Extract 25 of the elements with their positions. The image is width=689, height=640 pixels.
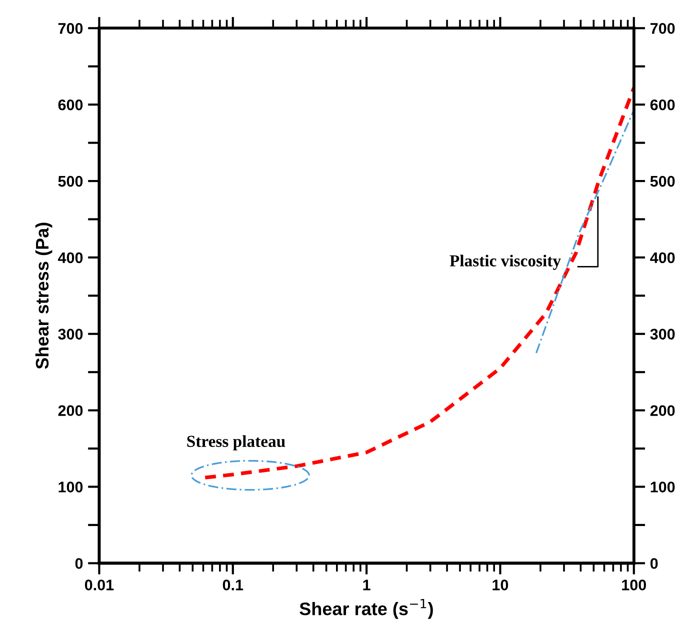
y-tick-label: 400 <box>58 252 83 264</box>
annotation: Stress plateau <box>187 435 286 450</box>
x-tick-label: 0.1 <box>222 580 244 590</box>
y2-tick-label: 500 <box>650 176 675 187</box>
y-tick-label: 500 <box>58 176 83 187</box>
y2-tick-label: 100 <box>650 482 675 492</box>
annotation: Plastic viscosity <box>450 254 561 270</box>
y-axis-title: Shear stress (Pa) <box>35 222 52 369</box>
x-axis-title: Shear rate (s$^{−1}$) <box>300 598 433 619</box>
y2-tick-label: 600 <box>650 99 675 110</box>
y-tick-label: 200 <box>58 405 83 416</box>
y-tick-label: 700 <box>58 23 83 34</box>
y-tick-label: 300 <box>58 328 83 340</box>
y-tick-label: 0 <box>75 558 83 569</box>
x-tick-label: 1 <box>363 580 370 590</box>
y-tick-label: 100 <box>58 482 83 492</box>
y2-tick-label: 0 <box>650 558 658 569</box>
y2-tick-label: 200 <box>650 405 675 416</box>
y2-tick-label: 400 <box>650 252 675 264</box>
x-tick-label: 0.01 <box>84 580 114 590</box>
y2-tick-label: 300 <box>650 328 675 340</box>
y2-tick-label: 700 <box>650 23 675 34</box>
x-tick-label: 100 <box>622 580 646 590</box>
y-tick-label: 600 <box>58 99 83 110</box>
x-tick-label: 10 <box>492 580 508 590</box>
